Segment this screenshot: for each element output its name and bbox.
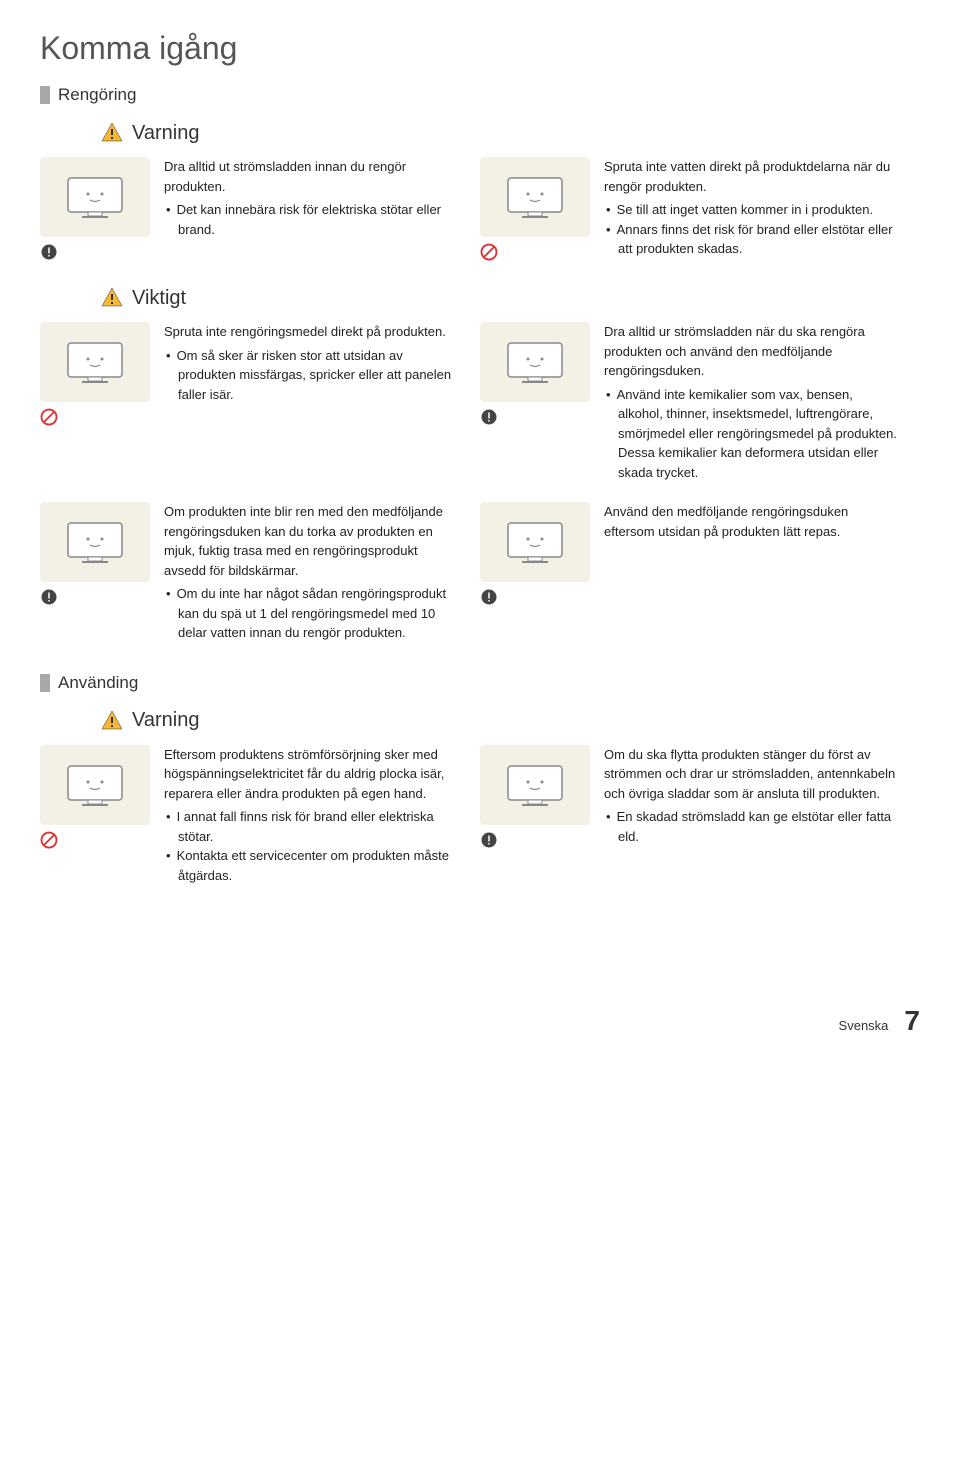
warning-triangle-icon xyxy=(100,121,124,145)
usage-row-1: Eftersom produktens strömförsörjning ske… xyxy=(40,745,920,886)
prohibit-icon xyxy=(40,408,58,426)
warning-label: Varning xyxy=(132,709,199,732)
important-label: Viktigt xyxy=(132,287,186,310)
illustration-damp-cloth xyxy=(40,502,150,582)
illustration-no-water-spray xyxy=(480,157,590,237)
monitor-icon xyxy=(500,760,570,810)
footer-page-number: 7 xyxy=(904,1005,920,1037)
item-heading: Eftersom produktens strömförsörjning ske… xyxy=(164,745,460,804)
monitor-icon xyxy=(500,517,570,567)
exclamation-icon xyxy=(40,243,58,261)
important-header: Viktigt xyxy=(100,286,920,310)
monitor-icon xyxy=(500,172,570,222)
monitor-icon xyxy=(60,517,130,567)
cleaning-row-1: Dra alltid ut strömsladden innan du reng… xyxy=(40,157,920,266)
item-bullet: Om du inte har något sådan rengöringspro… xyxy=(178,584,460,643)
item-heading: Om produkten inte blir ren med den medfö… xyxy=(164,502,460,580)
warning-header: Varning xyxy=(100,709,920,733)
warning-header: Varning xyxy=(100,121,920,145)
item-bullet: Använd inte kemikalier som vax, bensen, … xyxy=(618,385,900,444)
exclamation-icon xyxy=(480,408,498,426)
monitor-icon xyxy=(60,337,130,387)
item-bullet: Det kan innebära risk för elektriska stö… xyxy=(178,200,460,239)
illustration-no-cleaner-spray xyxy=(40,322,150,402)
cleaning-row-2: Spruta inte rengöringsmedel direkt på pr… xyxy=(40,322,920,482)
section-bar-icon xyxy=(40,674,50,692)
page-title: Komma igång xyxy=(40,30,920,67)
illustration-no-disassemble xyxy=(40,745,150,825)
item-bullet: Se till att inget vatten kommer in i pro… xyxy=(618,200,900,220)
illustration-unplug-cloth xyxy=(480,322,590,402)
illustration-unplug-clean xyxy=(40,157,150,237)
item-sub: Dessa kemikalier kan deformera utsidan e… xyxy=(604,443,900,482)
exclamation-icon xyxy=(40,588,58,606)
warning-triangle-icon xyxy=(100,286,124,310)
item-bullet: En skadad strömsladd kan ge elstötar ell… xyxy=(618,807,900,846)
prohibit-icon xyxy=(480,243,498,261)
warning-triangle-icon xyxy=(100,709,124,733)
section-usage-header: Använding xyxy=(40,673,920,693)
warning-label: Varning xyxy=(132,122,199,145)
section-cleaning-title: Rengöring xyxy=(58,85,136,105)
item-heading: Dra alltid ut strömsladden innan du reng… xyxy=(164,157,460,196)
monitor-icon xyxy=(60,760,130,810)
item-bullet: Annars finns det risk för brand eller el… xyxy=(618,220,900,259)
section-bar-icon xyxy=(40,86,50,104)
section-usage-title: Använding xyxy=(58,673,138,693)
item-heading: Spruta inte vatten direkt på produktdela… xyxy=(604,157,900,196)
monitor-icon xyxy=(500,337,570,387)
illustration-move-unplug xyxy=(480,745,590,825)
item-bullet: I annat fall finns risk för brand eller … xyxy=(178,807,460,846)
item-heading: Använd den medföljande rengöringsduken e… xyxy=(604,502,900,541)
item-bullet: Kontakta ett servicecenter om produkten … xyxy=(178,846,460,885)
cleaning-row-3: Om produkten inte blir ren med den medfö… xyxy=(40,502,920,643)
footer: Svenska 7 xyxy=(40,1005,920,1037)
exclamation-icon xyxy=(480,588,498,606)
monitor-icon xyxy=(60,172,130,222)
item-heading: Dra alltid ur strömsladden när du ska re… xyxy=(604,322,900,381)
illustration-scratch-warning xyxy=(480,502,590,582)
section-cleaning-header: Rengöring xyxy=(40,85,920,105)
footer-language: Svenska xyxy=(839,1018,889,1033)
exclamation-icon xyxy=(480,831,498,849)
item-bullet: Om så sker är risken stor att utsidan av… xyxy=(178,346,460,405)
item-heading: Spruta inte rengöringsmedel direkt på pr… xyxy=(164,322,460,342)
prohibit-icon xyxy=(40,831,58,849)
item-heading: Om du ska flytta produkten stänger du fö… xyxy=(604,745,900,804)
